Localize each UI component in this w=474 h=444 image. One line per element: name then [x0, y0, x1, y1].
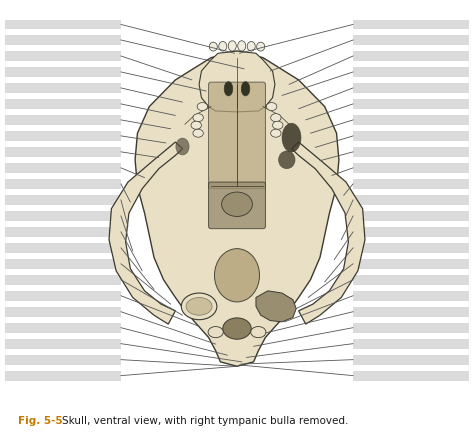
Bar — [353, 275, 469, 285]
Polygon shape — [109, 142, 182, 324]
Polygon shape — [292, 142, 365, 324]
Bar — [5, 339, 121, 349]
Ellipse shape — [228, 41, 236, 51]
Bar — [5, 291, 121, 301]
Bar — [5, 163, 121, 173]
Bar — [5, 147, 121, 157]
Bar — [353, 227, 469, 237]
Ellipse shape — [214, 249, 259, 302]
Text: Fig. 5-5: Fig. 5-5 — [18, 416, 63, 426]
Bar — [353, 67, 469, 77]
Bar — [353, 179, 469, 189]
Ellipse shape — [210, 42, 217, 51]
Bar — [353, 243, 469, 253]
Bar — [5, 275, 121, 285]
Bar — [353, 99, 469, 109]
Ellipse shape — [241, 82, 250, 96]
Bar — [353, 131, 469, 141]
Ellipse shape — [237, 41, 246, 51]
Bar — [353, 163, 469, 173]
Bar — [353, 147, 469, 157]
Ellipse shape — [251, 327, 266, 337]
Bar — [353, 355, 469, 365]
Ellipse shape — [197, 103, 208, 111]
Bar — [353, 371, 469, 381]
Bar — [5, 51, 121, 61]
Bar — [5, 131, 121, 141]
Ellipse shape — [278, 151, 295, 169]
Bar — [5, 243, 121, 253]
Ellipse shape — [282, 123, 301, 152]
Bar — [5, 227, 121, 237]
Bar — [353, 339, 469, 349]
Ellipse shape — [224, 82, 233, 96]
Bar — [353, 195, 469, 205]
Bar — [353, 291, 469, 301]
FancyBboxPatch shape — [209, 182, 265, 229]
Ellipse shape — [181, 293, 217, 320]
Ellipse shape — [223, 318, 251, 339]
Bar — [353, 115, 469, 125]
Ellipse shape — [271, 129, 281, 137]
Ellipse shape — [273, 121, 283, 129]
Polygon shape — [256, 291, 296, 322]
Ellipse shape — [193, 114, 203, 122]
Ellipse shape — [193, 129, 203, 137]
Bar — [5, 307, 121, 317]
Bar — [5, 259, 121, 269]
Bar — [5, 35, 121, 45]
Text: Skull, ventral view, with right tympanic bulla removed.: Skull, ventral view, with right tympanic… — [62, 416, 348, 426]
Ellipse shape — [191, 121, 201, 129]
Bar — [5, 115, 121, 125]
Ellipse shape — [247, 41, 255, 51]
Ellipse shape — [208, 327, 223, 337]
Bar — [353, 35, 469, 45]
Bar — [353, 323, 469, 333]
FancyBboxPatch shape — [209, 82, 265, 189]
Polygon shape — [199, 51, 275, 112]
Ellipse shape — [219, 41, 227, 51]
Ellipse shape — [257, 42, 264, 51]
Ellipse shape — [271, 114, 281, 122]
Bar — [5, 371, 121, 381]
Bar — [353, 259, 469, 269]
Ellipse shape — [266, 103, 277, 111]
Ellipse shape — [221, 192, 252, 217]
Ellipse shape — [176, 138, 189, 155]
Bar — [5, 99, 121, 109]
Bar — [353, 307, 469, 317]
Bar — [5, 67, 121, 77]
Ellipse shape — [186, 297, 212, 315]
Bar — [5, 83, 121, 93]
Bar — [5, 211, 121, 221]
Bar — [353, 20, 469, 29]
Bar — [5, 179, 121, 189]
Bar — [5, 355, 121, 365]
Bar — [5, 195, 121, 205]
Bar — [353, 83, 469, 93]
Bar — [353, 51, 469, 61]
Polygon shape — [135, 51, 339, 366]
Bar — [5, 323, 121, 333]
Bar — [5, 20, 121, 29]
Bar — [353, 211, 469, 221]
